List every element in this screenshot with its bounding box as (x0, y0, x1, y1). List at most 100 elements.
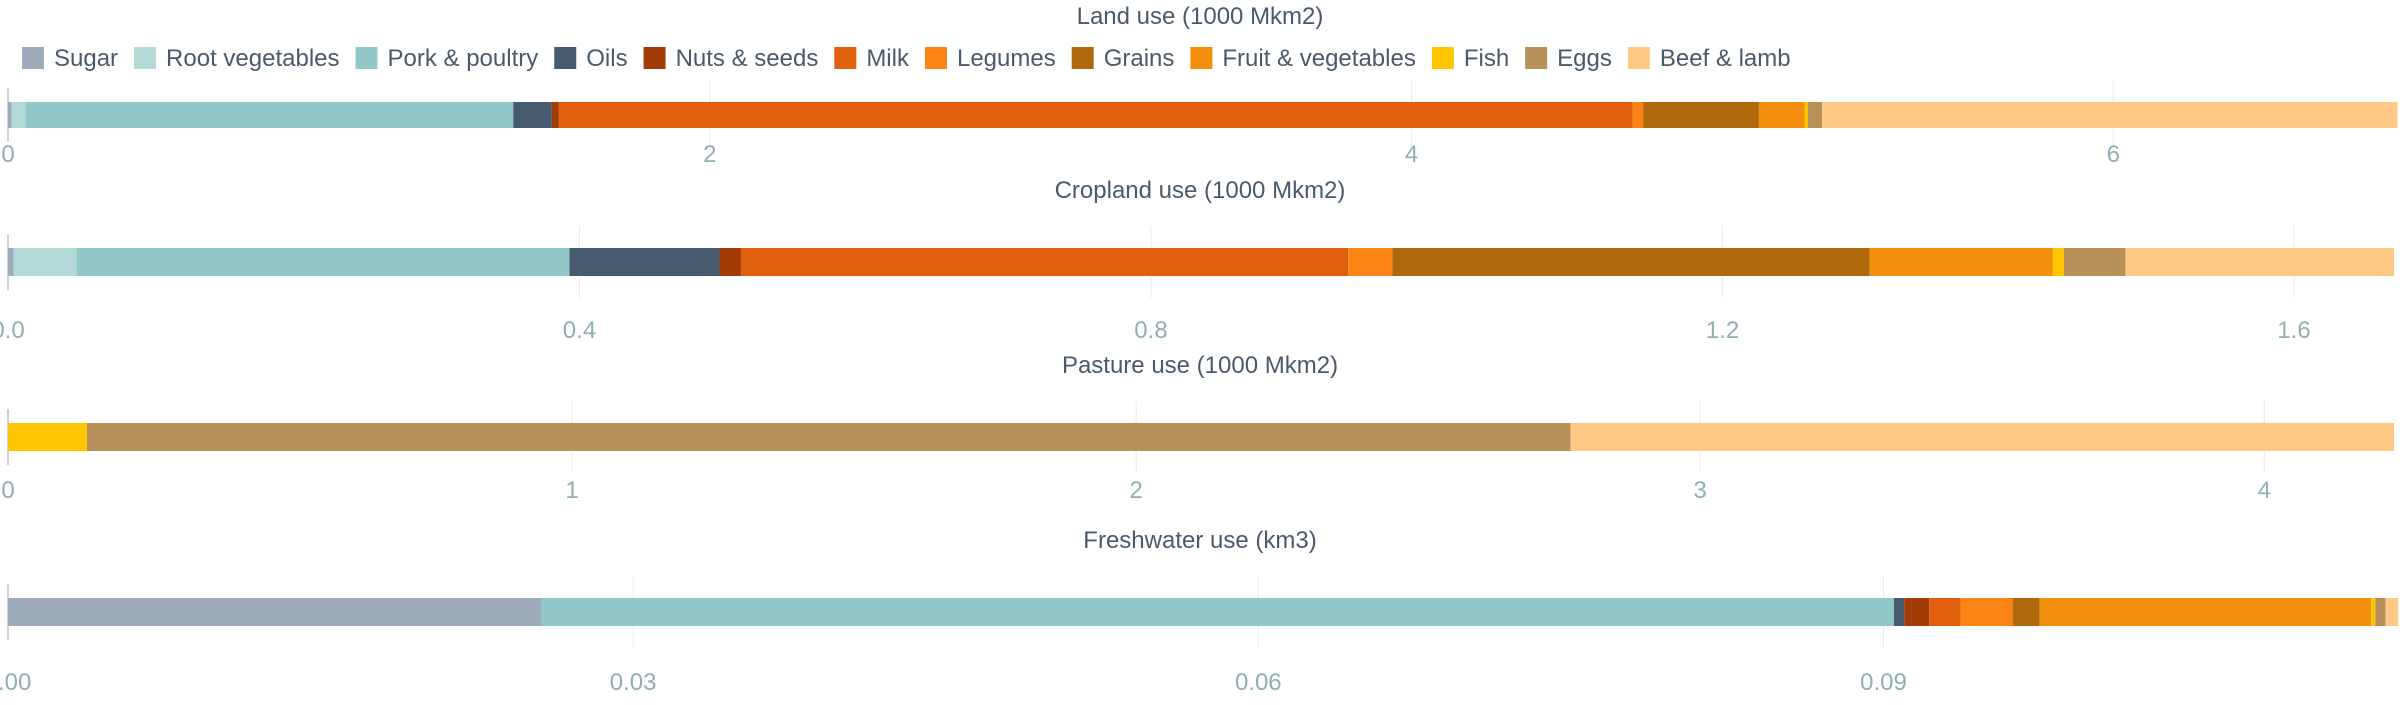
panel-freshwater-use-km3: Freshwater use (km3) 0.00 0.03 0.06 0.09 (0, 527, 2399, 696)
x-tick-label: 4 (2258, 477, 2271, 504)
x-tick-label: 6 (2107, 141, 2120, 168)
panel-pasture-use-1000-mkm2: Pasture use (1000 Mkm2) 0 1 2 3 4 (1, 352, 2394, 504)
x-tick-label: 0 (1, 477, 14, 504)
legend-swatch (1525, 47, 1548, 69)
bar-segment-grains[interactable] (2012, 598, 2040, 626)
panel-title: Land use (1000 Mkm2) (1077, 3, 1324, 30)
legend-item-eggs[interactable]: Eggs (1525, 45, 1612, 72)
bar-segment-pork-and-poultry[interactable] (76, 248, 570, 276)
panel-title: Pasture use (1000 Mkm2) (1062, 352, 1338, 379)
bar-segment-oils[interactable] (569, 248, 720, 276)
bar-segment-fish[interactable] (1804, 102, 1809, 128)
x-tick-label: 3 (1694, 477, 1707, 504)
legend-label: Fish (1464, 45, 1509, 72)
bar-segment-oils[interactable] (513, 102, 552, 128)
legend-label: Grains (1104, 45, 1175, 72)
legend-item-root-vegetables[interactable]: Root vegetables (134, 45, 340, 72)
x-tick-label: 0.4 (563, 317, 596, 344)
bar-segment-pork-and-poultry[interactable] (25, 102, 514, 128)
legend-swatch (1431, 47, 1454, 69)
bar-segment-oils[interactable] (1893, 598, 1905, 626)
legend-item-pork-and-poultry[interactable]: Pork & poultry (355, 45, 539, 72)
bar-segment-root-vegetables[interactable] (13, 248, 77, 276)
x-tick-label: 0.0 (0, 317, 25, 344)
bar-segment-fruit-and-vegetables[interactable] (1758, 102, 1805, 128)
legend-label: Pork & poultry (388, 45, 539, 72)
legend-swatch (22, 47, 44, 69)
legend-item-nuts-and-seeds[interactable]: Nuts & seeds (643, 45, 819, 72)
x-tick-label: 0.8 (1134, 317, 1167, 344)
x-tick-label: 0.09 (1860, 669, 1907, 696)
panel-land-use-1000-mkm2: Land use (1000 Mkm2) 0 2 4 6 (1, 3, 2398, 168)
legend-swatch (1190, 47, 1213, 69)
legend-item-grains[interactable]: Grains (1071, 45, 1175, 72)
legend-swatch (834, 47, 857, 69)
bar-segment-pork-and-poultry[interactable] (541, 598, 1894, 626)
bar-segment-eggs[interactable] (1808, 102, 1823, 128)
x-tick-label: 1 (565, 477, 578, 504)
legend: Sugar Root vegetables Pork & poultry Oils Nu… (22, 45, 1791, 72)
bar-segment-eggs[interactable] (86, 423, 1571, 451)
bar-segment-eggs[interactable] (2063, 248, 2126, 276)
legend-swatch (1071, 47, 1094, 69)
bar-segment-beef-and-lamb[interactable] (1822, 102, 2398, 128)
bar-segment-fish[interactable] (2371, 598, 2376, 626)
legend-item-beef-and-lamb[interactable]: Beef & lamb (1627, 45, 1791, 72)
bar-segment-nuts-and-seeds[interactable] (551, 102, 559, 128)
bar-segment-legumes[interactable] (1632, 102, 1644, 128)
legend-item-oils[interactable]: Oils (554, 45, 628, 72)
legend-label: Milk (866, 45, 910, 72)
x-tick-label: 0 (1, 141, 14, 168)
legend-label: Oils (586, 45, 627, 72)
legend-item-legumes[interactable]: Legumes (924, 45, 1056, 72)
bar-segment-fruit-and-vegetables[interactable] (1869, 248, 2053, 276)
legend-label: Sugar (54, 45, 118, 72)
bar-segment-fruit-and-vegetables[interactable] (2039, 598, 2372, 626)
x-tick-label: 2 (1129, 477, 1142, 504)
x-tick-label: 0.03 (610, 669, 657, 696)
bar-segment-fish[interactable] (2052, 248, 2064, 276)
bar-segment-grains[interactable] (1643, 102, 1759, 128)
bar-segment-milk[interactable] (558, 102, 1633, 128)
legend-swatch (554, 47, 577, 69)
bar-segment-sugar[interactable] (8, 102, 12, 128)
legend-label: Root vegetables (166, 45, 339, 72)
legend-label: Beef & lamb (1660, 45, 1791, 72)
bar-segment-legumes[interactable] (1960, 598, 2013, 626)
panel-title: Freshwater use (km3) (1083, 527, 1316, 554)
panel-cropland-use-1000-mkm2: Cropland use (1000 Mkm2) 0.0 0.4 0.8 1.2 1.6 (0, 177, 2394, 344)
legend-swatch (1627, 47, 1650, 69)
panel-title: Cropland use (1000 Mkm2) (1055, 177, 1346, 204)
legend-label: Eggs (1557, 45, 1612, 72)
bar-segment-milk[interactable] (740, 248, 1349, 276)
bar-segment-beef-and-lamb[interactable] (2125, 248, 2394, 276)
legend-swatch (643, 47, 666, 69)
legend-item-fruit-and-vegetables[interactable]: Fruit & vegetables (1190, 45, 1416, 72)
legend-swatch (924, 47, 947, 69)
legend-item-sugar[interactable]: Sugar (22, 45, 118, 72)
bar-segment-beef-and-lamb[interactable] (1570, 423, 2394, 451)
bar-segment-eggs[interactable] (2375, 598, 2386, 626)
bar-segment-legumes[interactable] (1348, 248, 1393, 276)
bar-segment-milk[interactable] (1929, 598, 1961, 626)
x-tick-label: 2 (703, 141, 716, 168)
x-tick-label: 0.00 (0, 669, 31, 696)
legend-label: Nuts & seeds (676, 45, 819, 72)
legend-label: Legumes (957, 45, 1056, 72)
bar-segment-nuts-and-seeds[interactable] (1904, 598, 1930, 626)
legend-item-milk[interactable]: Milk (834, 45, 910, 72)
bar-segment-sugar[interactable] (8, 598, 542, 626)
bar-segment-grains[interactable] (1392, 248, 1870, 276)
bar-segment-beef-and-lamb[interactable] (2385, 598, 2399, 626)
bar-segment-sugar[interactable] (8, 248, 14, 276)
legend-item-fish[interactable]: Fish (1431, 45, 1509, 72)
legend-label: Fruit & vegetables (1222, 45, 1415, 72)
bar-segment-fish[interactable] (8, 423, 87, 451)
x-tick-label: 1.2 (1706, 317, 1739, 344)
x-tick-label: 1.6 (2277, 317, 2310, 344)
bar-segment-nuts-and-seeds[interactable] (719, 248, 741, 276)
legend-swatch (355, 47, 378, 69)
bar-segment-root-vegetables[interactable] (11, 102, 26, 128)
